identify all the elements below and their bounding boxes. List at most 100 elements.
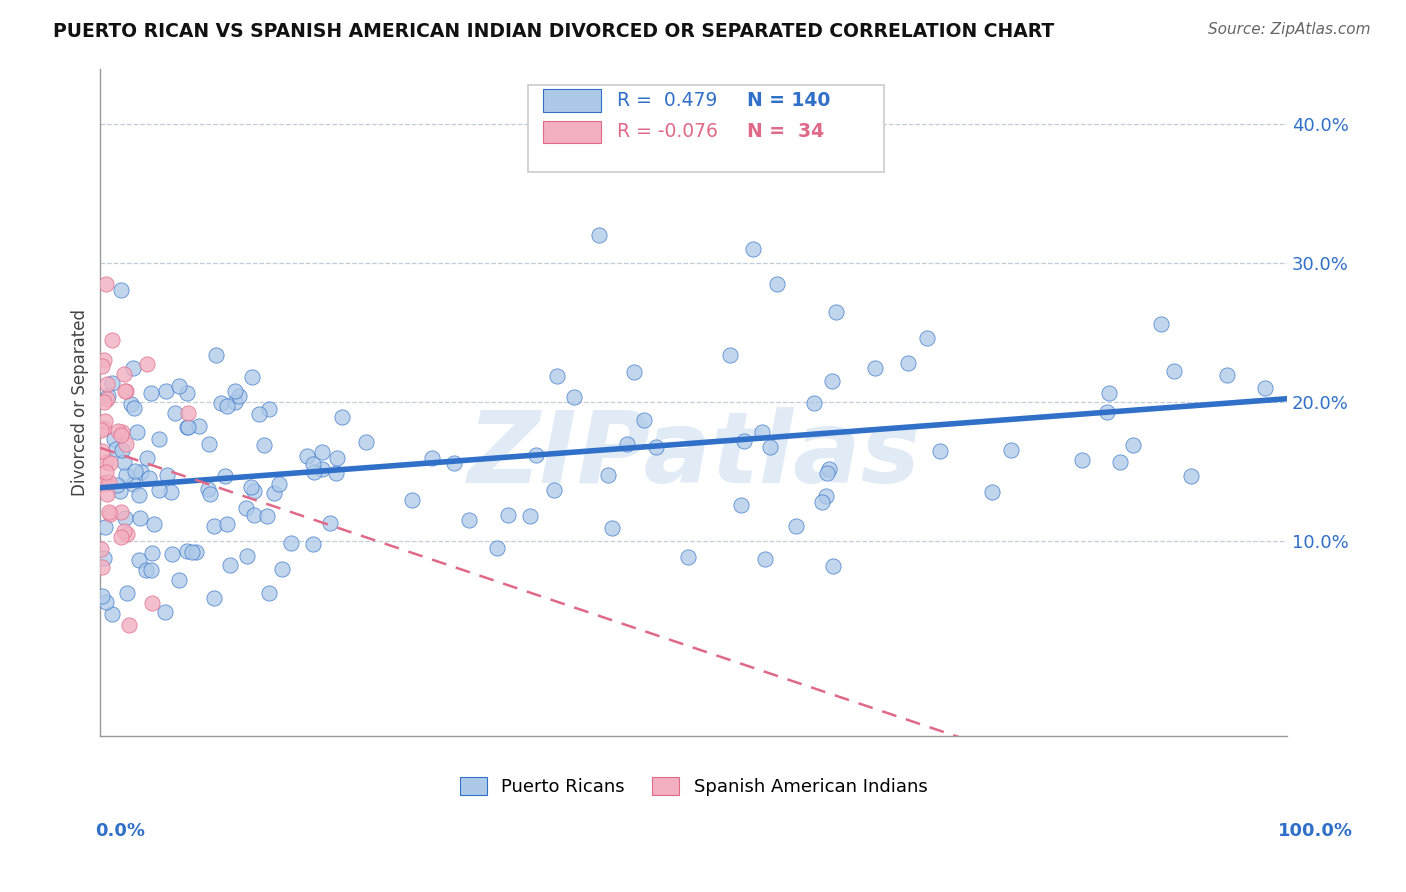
Point	[269, 462, 291, 476]
Point	[733, 547, 755, 561]
Point	[180, 401, 202, 416]
Point	[401, 447, 423, 461]
Point	[136, 357, 159, 371]
Point	[319, 375, 342, 389]
Point	[588, 228, 610, 243]
Point	[676, 360, 699, 375]
Point	[751, 391, 773, 405]
Point	[141, 591, 163, 605]
Point	[228, 458, 250, 472]
Point	[198, 544, 221, 558]
Point	[543, 471, 565, 485]
Point	[138, 510, 160, 524]
Point	[139, 491, 162, 505]
Point	[112, 510, 135, 524]
Point	[90, 417, 112, 431]
Point	[253, 415, 276, 429]
Point	[93, 444, 115, 458]
Point	[96, 392, 118, 407]
Point	[107, 424, 129, 438]
Point	[242, 580, 264, 594]
Text: R = -0.076: R = -0.076	[617, 122, 717, 142]
Point	[271, 540, 294, 554]
Point	[280, 457, 302, 471]
Point	[176, 374, 198, 388]
Point	[1163, 358, 1185, 372]
Point	[110, 425, 132, 440]
Point	[115, 436, 138, 450]
Point	[90, 423, 112, 437]
Point	[111, 401, 134, 416]
Point	[981, 509, 1004, 524]
Point	[124, 500, 146, 515]
Point	[112, 524, 135, 538]
Point	[135, 531, 157, 545]
Point	[598, 252, 620, 266]
Point	[153, 533, 176, 548]
Point	[91, 444, 114, 458]
Point	[785, 404, 807, 418]
Point	[94, 455, 117, 469]
Point	[98, 507, 121, 521]
Point	[236, 472, 259, 486]
Point	[311, 573, 333, 587]
Point	[754, 366, 776, 380]
Point	[215, 391, 238, 405]
Point	[821, 492, 844, 507]
Point	[117, 382, 139, 396]
FancyBboxPatch shape	[543, 120, 602, 144]
Point	[243, 480, 266, 494]
Point	[122, 508, 145, 523]
Point	[110, 505, 132, 519]
Point	[105, 471, 128, 485]
Point	[202, 542, 225, 557]
Point	[742, 242, 765, 256]
Point	[110, 427, 132, 442]
Text: R =  0.479: R = 0.479	[617, 91, 717, 110]
Point	[103, 549, 125, 563]
Point	[863, 482, 886, 496]
Point	[1000, 541, 1022, 555]
Point	[633, 531, 655, 545]
Point	[297, 442, 319, 457]
Point	[105, 535, 128, 549]
Point	[224, 433, 246, 447]
Point	[93, 352, 115, 367]
Point	[155, 504, 177, 518]
Point	[209, 475, 232, 489]
Point	[458, 524, 481, 539]
Point	[96, 487, 118, 501]
Point	[204, 472, 226, 486]
Point	[817, 424, 839, 438]
Point	[101, 483, 124, 498]
Point	[94, 414, 117, 428]
Point	[97, 475, 120, 490]
Point	[326, 510, 349, 524]
Point	[1098, 531, 1121, 545]
Point	[142, 473, 165, 487]
Point	[93, 477, 115, 491]
Point	[120, 467, 142, 481]
Text: Source: ZipAtlas.com: Source: ZipAtlas.com	[1208, 22, 1371, 37]
Point	[821, 338, 844, 352]
Point	[485, 384, 508, 399]
Point	[98, 505, 121, 519]
Point	[110, 530, 132, 544]
Point	[176, 536, 198, 550]
Point	[128, 417, 150, 432]
Point	[148, 475, 170, 489]
Point	[1216, 525, 1239, 540]
Point	[94, 475, 117, 489]
Point	[167, 513, 190, 527]
Point	[118, 618, 141, 632]
Point	[765, 277, 787, 291]
Point	[214, 481, 236, 495]
Point	[730, 418, 752, 433]
Point	[200, 463, 222, 477]
Point	[217, 485, 239, 500]
Point	[177, 406, 200, 420]
Point	[1254, 446, 1277, 460]
Point	[443, 366, 465, 380]
Point	[302, 441, 325, 455]
Point	[108, 466, 131, 480]
